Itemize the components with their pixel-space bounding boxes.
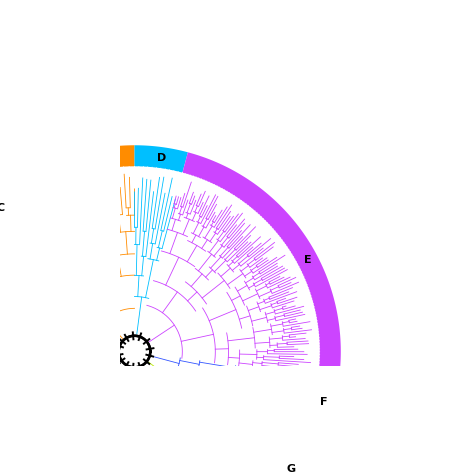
Text: E: E bbox=[303, 255, 311, 264]
Text: C: C bbox=[0, 203, 5, 213]
Polygon shape bbox=[135, 145, 188, 173]
Text: F: F bbox=[320, 397, 328, 407]
Polygon shape bbox=[248, 421, 326, 474]
Text: G: G bbox=[286, 465, 295, 474]
Polygon shape bbox=[0, 145, 135, 336]
Text: D: D bbox=[157, 153, 166, 163]
Polygon shape bbox=[182, 152, 341, 380]
Polygon shape bbox=[306, 377, 339, 429]
